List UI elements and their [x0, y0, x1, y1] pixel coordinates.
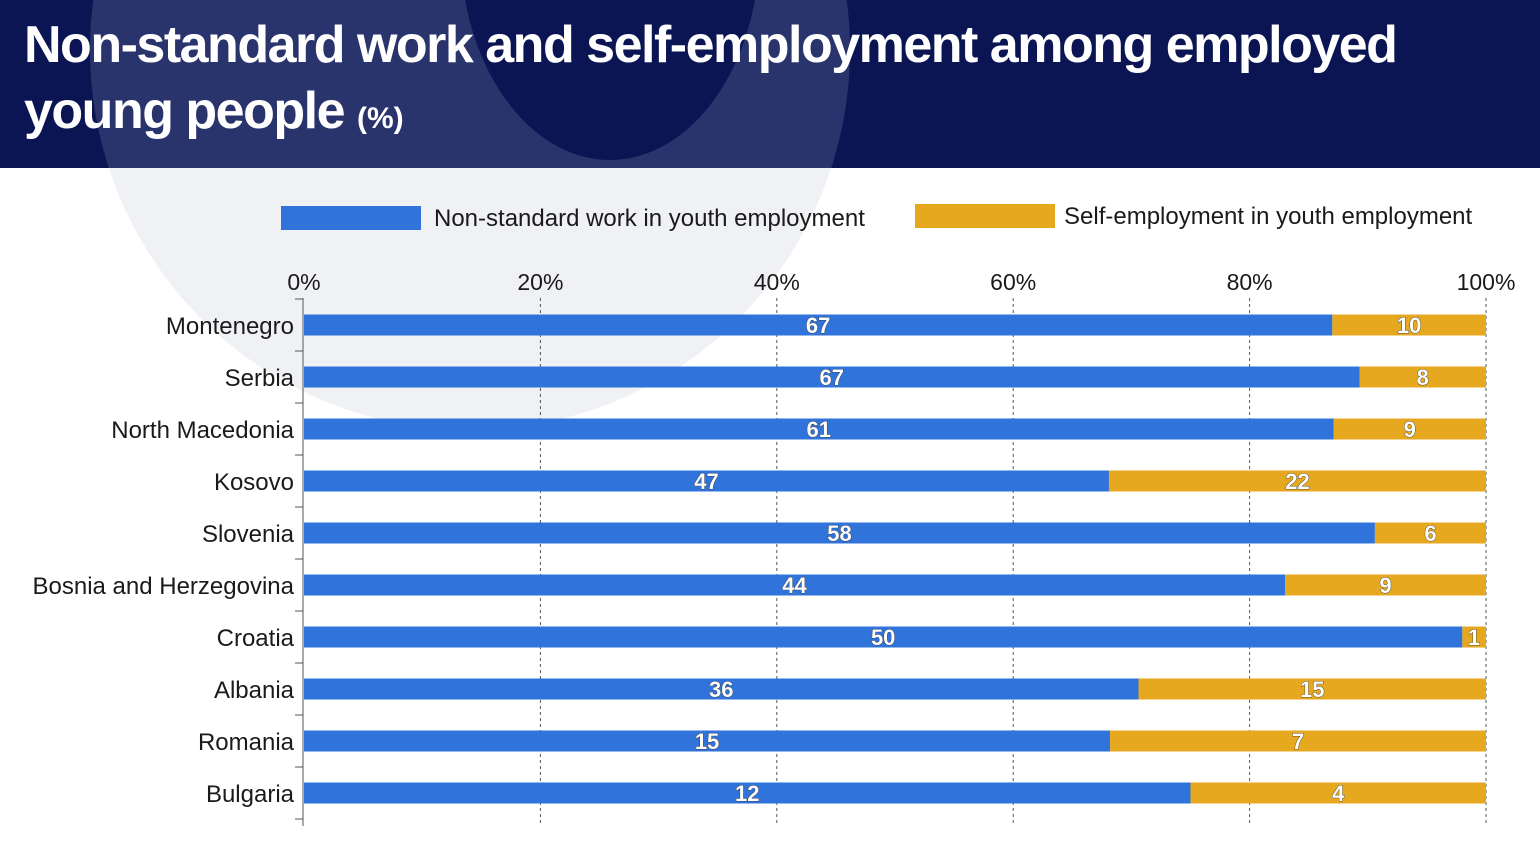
y-axis: Montenegro Serbia North Macedonia Kosovo Slo… — [32, 298, 304, 826]
x-tick-label: 60% — [990, 269, 1036, 295]
x-tick-label: 40% — [754, 269, 800, 295]
header-banner: Non-standard work and self-employment am… — [0, 0, 1540, 168]
bar-self-employment-albania — [1138, 678, 1486, 700]
value-labels: 67 10 67 8 61 9 47 22 58 6 44 9 50 1 36 15 15 7 12 4 — [694, 313, 1481, 807]
category-label-serbia: Serbia — [225, 365, 295, 392]
bar-non-standard-croatia — [304, 626, 1463, 648]
data-label: 44 — [782, 573, 807, 598]
data-label: 67 — [806, 313, 830, 338]
bar-non-standard-bulgaria — [304, 782, 1191, 804]
legend-label-self-employment-in-youth-employment: Self-employment in youth employment — [1064, 203, 1473, 230]
data-label: 67 — [820, 365, 844, 390]
bar-non-standard-albania — [304, 678, 1139, 700]
bars — [304, 314, 1486, 804]
data-label: 4 — [1332, 781, 1345, 806]
data-label: 15 — [1300, 677, 1324, 702]
bar-self-employment-montenegro — [1332, 314, 1486, 336]
header-decoration — [90, 0, 850, 168]
category-label-croatia: Croatia — [217, 625, 295, 652]
legend-swatch-self-employment-in-youth-employment — [915, 204, 1055, 228]
x-axis: 0% 20% 40% 60% 80% 100% — [287, 269, 1515, 295]
data-label: 9 — [1379, 573, 1391, 598]
category-label-kosovo: Kosovo — [214, 469, 294, 496]
bar-self-employment-north-macedonia — [1333, 418, 1486, 440]
legend-label-non-standard-work-in-youth-employment: Non-standard work in youth employment — [434, 205, 865, 232]
x-tick-label: 20% — [517, 269, 563, 295]
category-label-albania: Albania — [214, 677, 295, 704]
bar-non-standard-slovenia — [304, 522, 1375, 544]
x-tick-label: 100% — [1457, 269, 1516, 295]
data-label: 12 — [735, 781, 759, 806]
bar-self-employment-slovenia — [1374, 522, 1486, 544]
category-label-romania: Romania — [198, 729, 295, 756]
category-label-montenegro: Montenegro — [166, 313, 294, 340]
data-label: 10 — [1397, 313, 1421, 338]
data-label: 15 — [695, 729, 719, 754]
legend-swatch-non-standard-work-in-youth-employment — [281, 206, 421, 230]
bar-non-standard-montenegro — [304, 314, 1333, 336]
category-label-bulgaria: Bulgaria — [206, 781, 295, 808]
data-label: 9 — [1404, 417, 1416, 442]
data-label: 6 — [1424, 521, 1436, 546]
chart-title-unit: (%) — [356, 102, 404, 135]
data-label: 50 — [871, 625, 895, 650]
x-tick-label: 80% — [1227, 269, 1273, 295]
bar-self-employment-serbia — [1359, 366, 1486, 388]
data-label: 8 — [1417, 365, 1429, 390]
x-tick-label: 0% — [287, 269, 320, 295]
bar-self-employment-croatia — [1462, 626, 1486, 648]
legend: Non-standard work in youth employment Sel… — [281, 203, 1473, 232]
bar-non-standard-kosovo — [304, 470, 1109, 492]
bar-self-employment-bulgaria — [1190, 782, 1486, 804]
data-label: 36 — [709, 677, 733, 702]
bar-non-standard-north-macedonia — [304, 418, 1334, 440]
data-label: 22 — [1285, 469, 1309, 494]
category-label-bosnia-and-herzegovina: Bosnia and Herzegovina — [32, 573, 294, 600]
data-label: 7 — [1292, 729, 1304, 754]
data-label: 1 — [1468, 625, 1480, 650]
category-label-north-macedonia: North Macedonia — [111, 417, 294, 444]
bar-non-standard-bosnia-and-herzegovina — [304, 574, 1286, 596]
data-label: 58 — [827, 521, 851, 546]
data-label: 47 — [694, 469, 718, 494]
bar-self-employment-bosnia-and-herzegovina — [1285, 574, 1486, 596]
bar-self-employment-romania — [1110, 730, 1486, 752]
category-label-slovenia: Slovenia — [202, 521, 295, 548]
data-label: 61 — [807, 417, 831, 442]
bar-non-standard-romania — [304, 730, 1111, 752]
chart-title: Non-standard work and self-employment am… — [24, 12, 1514, 152]
bar-self-employment-kosovo — [1108, 470, 1486, 492]
bar-non-standard-serbia — [304, 366, 1360, 388]
chart-title-text: Non-standard work and self-employment am… — [24, 16, 1398, 140]
